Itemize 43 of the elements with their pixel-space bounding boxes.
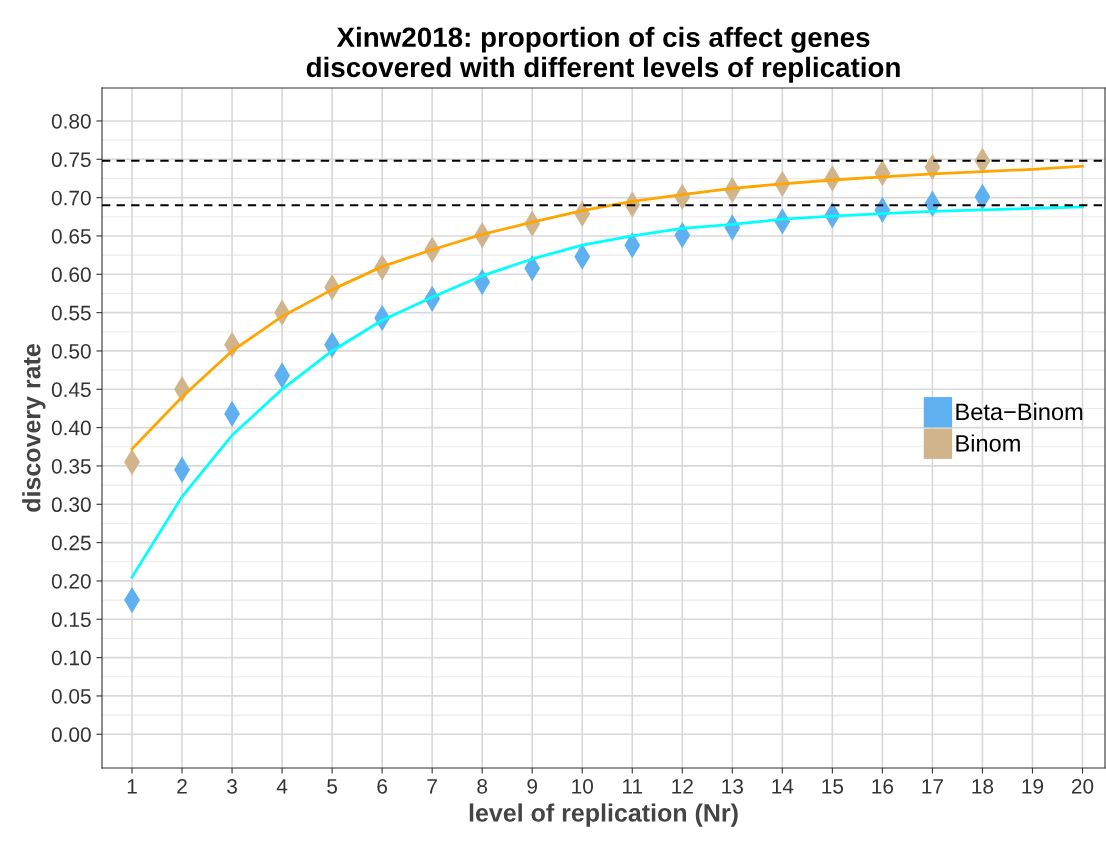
x-axis-title: level of replication (Nr)	[469, 803, 738, 827]
legend-label: Binom	[956, 434, 1020, 452]
x-tick-label: 12	[672, 778, 693, 794]
x-tick-label: 9	[527, 778, 538, 794]
x-tick-label: 2	[177, 778, 187, 794]
x-tick-label: 18	[972, 778, 994, 794]
x-tick-label: 15	[822, 779, 844, 794]
x-tick-label: 1	[127, 779, 137, 794]
line-series	[130, 205, 1084, 579]
x-tick-label: 13	[722, 778, 743, 794]
x-tick-label: 17	[922, 779, 943, 794]
y-tick-label: 0.70	[51, 190, 91, 206]
x-tick-label: 7	[427, 779, 437, 794]
x-tick-label: 14	[772, 779, 794, 794]
y-tick-label: 0.50	[51, 343, 91, 359]
x-tick-label: 3	[227, 778, 237, 794]
y-tick-label: 0.80	[51, 113, 91, 129]
y-tick-label: 0.25	[51, 535, 91, 551]
y-tick-label: 0.05	[51, 688, 91, 704]
y-tick-label: 0.15	[51, 612, 91, 628]
x-tick-label: 11	[623, 779, 643, 794]
x-tick-label: 10	[572, 778, 594, 794]
x-tick-label: 8	[477, 778, 488, 794]
x-tick-label: 6	[377, 778, 388, 794]
y-tick-label: 0.75	[51, 152, 91, 168]
x-tick-label: 5	[327, 779, 338, 794]
x-tick-label: 16	[872, 778, 894, 794]
chart-title: Xinw2018: proportion of cis affect genes discovered with different levels of replication	[306, 26, 900, 83]
y-tick-label: 0.20	[51, 573, 91, 589]
legend-label: Beta−Binom	[956, 402, 1083, 421]
y-tick-label: 0.65	[51, 228, 91, 244]
y-tick-label: 0.40	[51, 420, 91, 436]
x-tick-label: 20	[1071, 778, 1094, 794]
y-tick-label: 0.30	[51, 497, 91, 513]
x-tick-label: 19	[1022, 778, 1044, 794]
y-tick-label: 0.55	[51, 305, 91, 321]
y-tick-label: 0.00	[51, 727, 91, 743]
y-axis-title: discovery rate	[22, 344, 46, 512]
y-tick-label: 0.10	[51, 650, 91, 666]
y-tick-label: 0.45	[51, 382, 91, 398]
x-tick-label: 4	[276, 779, 288, 794]
y-tick-label: 0.60	[51, 267, 91, 283]
y-tick-label: 0.35	[51, 458, 91, 474]
